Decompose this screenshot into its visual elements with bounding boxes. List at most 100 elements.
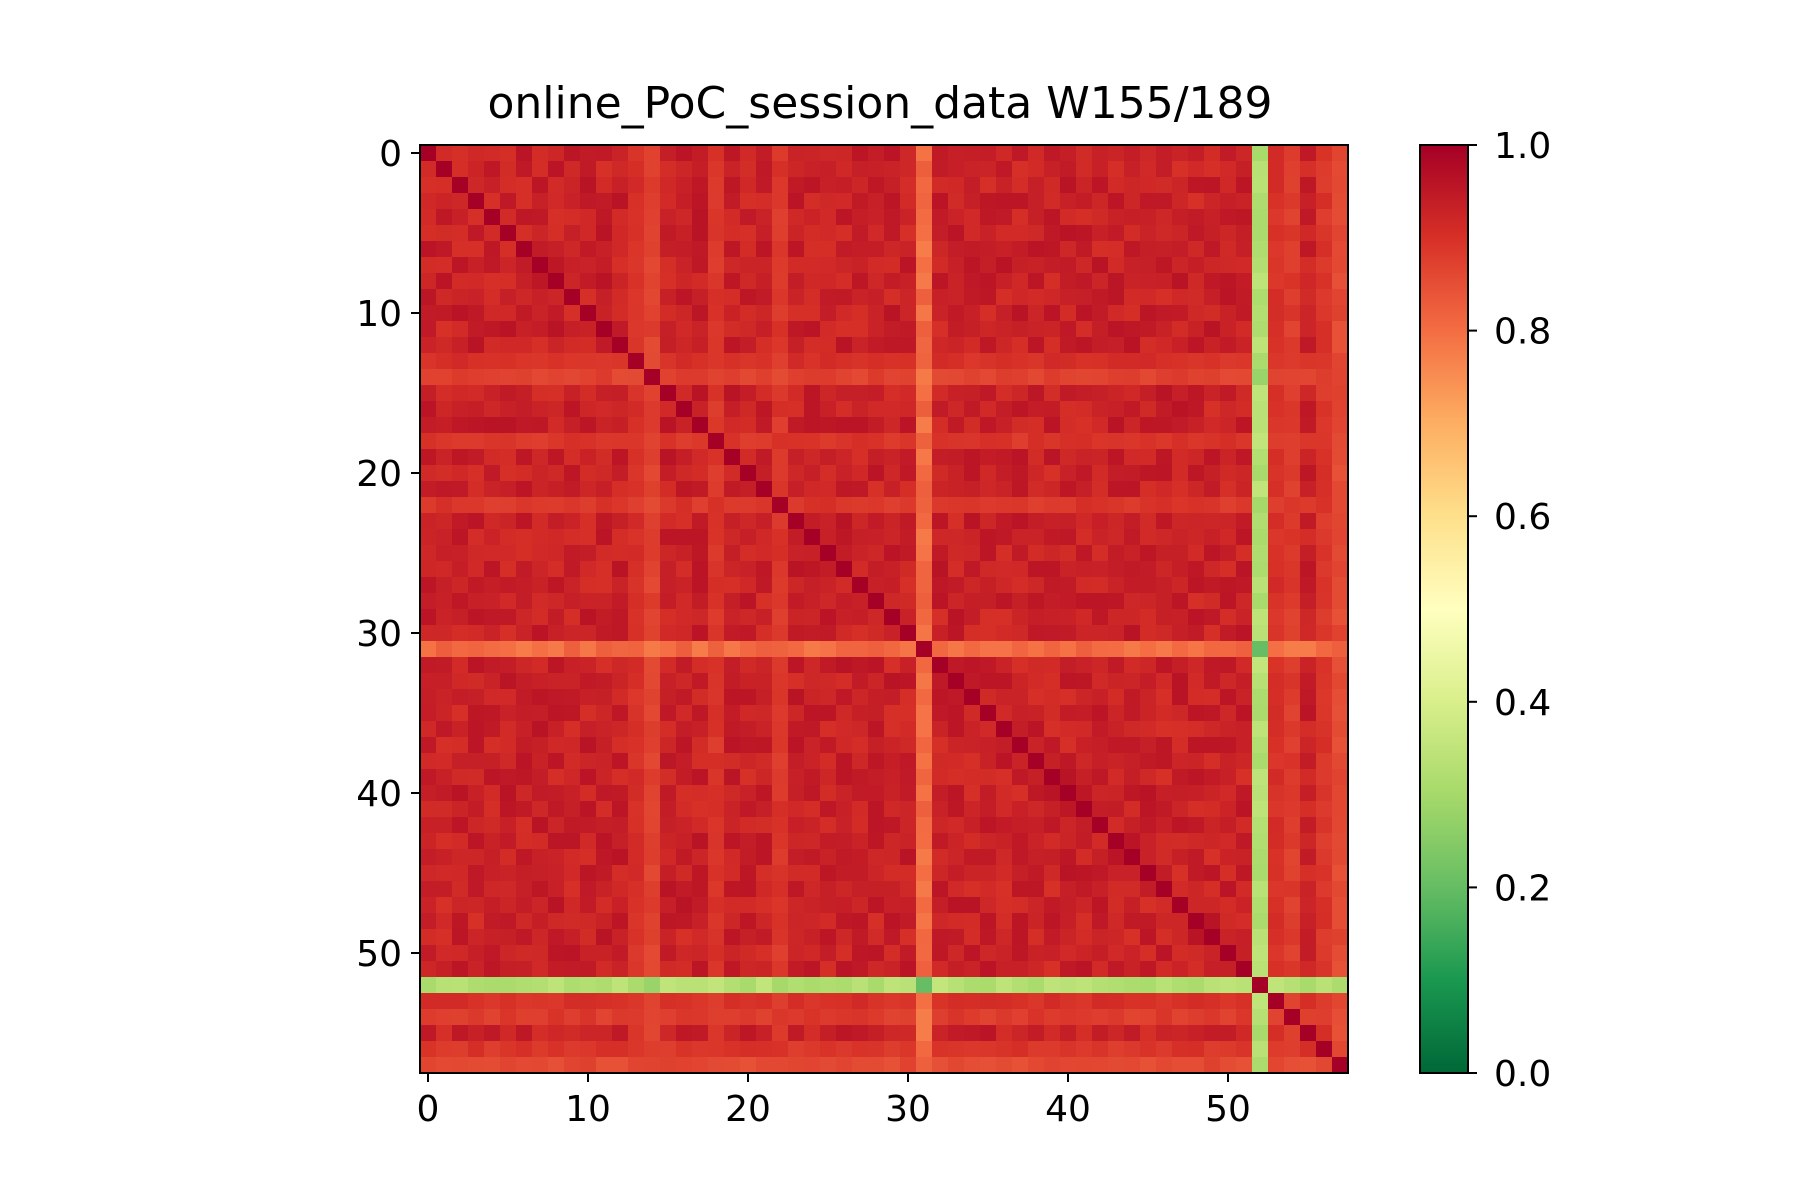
heatmap-cell (1188, 161, 1205, 178)
heatmap-cell (964, 385, 981, 402)
heatmap-cell (724, 817, 741, 834)
heatmap-cell (484, 673, 501, 690)
heatmap-cell (452, 145, 469, 162)
heatmap-cell (468, 657, 485, 674)
heatmap-cell (1140, 801, 1157, 818)
heatmap-cell (1316, 433, 1333, 450)
heatmap-cell (516, 801, 533, 818)
heatmap-cell (852, 417, 869, 434)
heatmap-cell (1236, 449, 1253, 466)
heatmap-cell (1172, 369, 1189, 386)
heatmap-cell (980, 225, 997, 242)
heatmap-cell (708, 177, 725, 194)
heatmap-cell (916, 193, 933, 210)
heatmap-cell (900, 641, 917, 658)
heatmap-cell (1172, 657, 1189, 674)
heatmap-cell (788, 561, 805, 578)
heatmap-cell (1204, 305, 1221, 322)
heatmap-cell (788, 209, 805, 226)
heatmap-cell (644, 705, 661, 722)
heatmap-cell (820, 257, 837, 274)
heatmap-cell (868, 689, 885, 706)
heatmap-cell (948, 753, 965, 770)
heatmap-cell (916, 593, 933, 610)
heatmap-cell (628, 545, 645, 562)
heatmap-cell (420, 945, 437, 962)
heatmap-cell (644, 1009, 661, 1026)
heatmap-cell (580, 593, 597, 610)
heatmap-cell (1204, 465, 1221, 482)
heatmap-cell (900, 881, 917, 898)
heatmap-cell (660, 865, 677, 882)
heatmap-cell (660, 177, 677, 194)
heatmap-cell (500, 273, 517, 290)
heatmap-cell (644, 673, 661, 690)
heatmap-cell (740, 465, 757, 482)
heatmap-cell (676, 385, 693, 402)
heatmap-cell (1124, 865, 1141, 882)
heatmap-cell (1236, 945, 1253, 962)
heatmap-cell (756, 897, 773, 914)
heatmap-cell (516, 353, 533, 370)
heatmap-cell (980, 193, 997, 210)
heatmap-cell (948, 945, 965, 962)
heatmap-cell (468, 161, 485, 178)
heatmap-cell (692, 529, 709, 546)
heatmap-cell (1044, 593, 1061, 610)
heatmap-cell (580, 337, 597, 354)
heatmap-cell (420, 561, 437, 578)
heatmap-cell (1108, 977, 1125, 994)
heatmap-cell (996, 897, 1013, 914)
heatmap-cell (564, 1009, 581, 1026)
heatmap-cell (1332, 1041, 1349, 1058)
heatmap-cell (1140, 689, 1157, 706)
heatmap-cell (564, 865, 581, 882)
heatmap-cell (996, 657, 1013, 674)
heatmap-cell (820, 625, 837, 642)
heatmap-cell (1156, 769, 1173, 786)
heatmap-cell (756, 657, 773, 674)
heatmap-cell (772, 785, 789, 802)
heatmap-cell (676, 481, 693, 498)
heatmap-cell (420, 177, 437, 194)
heatmap-cell (516, 161, 533, 178)
heatmap-cell (612, 657, 629, 674)
heatmap-cell (1204, 177, 1221, 194)
heatmap-cell (628, 817, 645, 834)
heatmap-cell (1284, 993, 1301, 1010)
heatmap-cell (788, 929, 805, 946)
heatmap-cell (1076, 929, 1093, 946)
heatmap-cell (484, 289, 501, 306)
heatmap-cell (516, 513, 533, 530)
heatmap-cell (836, 673, 853, 690)
heatmap-cell (1156, 497, 1173, 514)
heatmap-cell (1044, 577, 1061, 594)
heatmap-cell (484, 801, 501, 818)
heatmap-cell (868, 417, 885, 434)
heatmap-cell (1076, 1041, 1093, 1058)
heatmap-cell (932, 561, 949, 578)
heatmap-cell (1204, 385, 1221, 402)
heatmap-cell (1076, 465, 1093, 482)
heatmap-cell (564, 753, 581, 770)
heatmap-cell (884, 881, 901, 898)
heatmap-cell (420, 225, 437, 242)
heatmap-cell (708, 689, 725, 706)
heatmap-cell (500, 369, 517, 386)
heatmap-cell (804, 993, 821, 1010)
chart-title: online_PoC_session_data W155/189 (487, 78, 1272, 129)
heatmap-cell (724, 417, 741, 434)
heatmap-cell (612, 673, 629, 690)
heatmap-cell (692, 577, 709, 594)
heatmap-cell (708, 881, 725, 898)
heatmap-cell (1156, 913, 1173, 930)
heatmap-cell (1300, 1025, 1317, 1042)
heatmap-cell (788, 465, 805, 482)
heatmap-cell (1316, 209, 1333, 226)
heatmap-cell (788, 241, 805, 258)
heatmap-cell (916, 513, 933, 530)
heatmap-cell (852, 193, 869, 210)
heatmap-cell (1220, 641, 1237, 658)
heatmap-cell (596, 513, 613, 530)
heatmap-cell (452, 785, 469, 802)
